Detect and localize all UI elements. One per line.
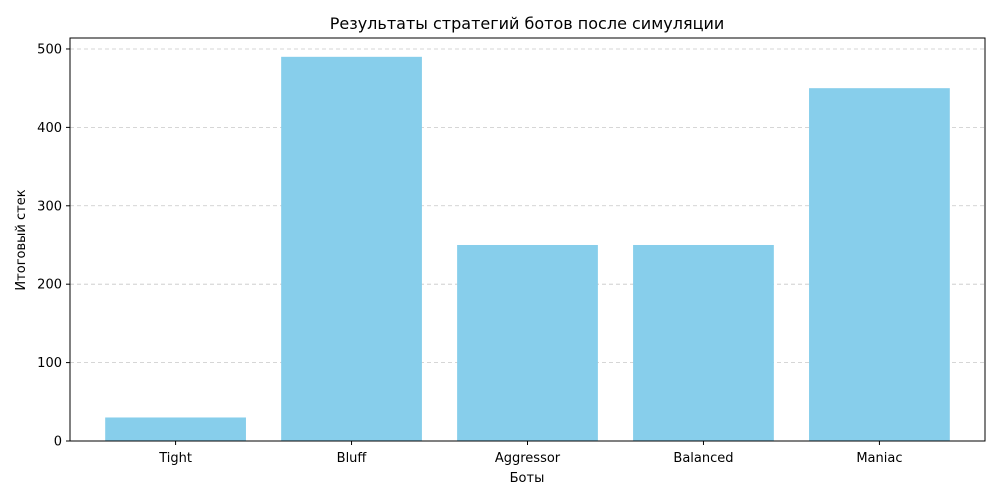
bar-bluff bbox=[281, 56, 422, 442]
bar-maniac bbox=[809, 88, 950, 441]
y-tick-label: 100 bbox=[37, 356, 62, 371]
bars bbox=[105, 56, 950, 442]
y-tick-label: 500 bbox=[37, 42, 62, 57]
bar-aggressor bbox=[457, 244, 598, 441]
y-tick-label: 300 bbox=[37, 199, 62, 214]
bar-balanced bbox=[633, 244, 774, 441]
bar-tight bbox=[105, 417, 246, 441]
y-tick-label: 200 bbox=[37, 278, 62, 293]
x-tick-label: Maniac bbox=[856, 451, 902, 466]
chart-title: Результаты стратегий ботов после симуляц… bbox=[330, 14, 725, 33]
x-axis-label: Боты bbox=[510, 471, 545, 486]
x-tick-label: Aggressor bbox=[495, 451, 561, 466]
x-tick-label: Tight bbox=[158, 451, 192, 466]
x-axis-ticks: Tight Bluff Aggressor Balanced Maniac bbox=[158, 441, 903, 466]
y-axis-label: Итоговый стек bbox=[14, 189, 29, 290]
y-tick-label: 0 bbox=[54, 435, 62, 450]
x-tick-label: Bluff bbox=[337, 451, 368, 466]
y-axis-ticks: 0 100 200 300 400 500 bbox=[37, 42, 70, 450]
y-tick-label: 400 bbox=[37, 121, 62, 136]
x-tick-label: Balanced bbox=[673, 451, 733, 466]
